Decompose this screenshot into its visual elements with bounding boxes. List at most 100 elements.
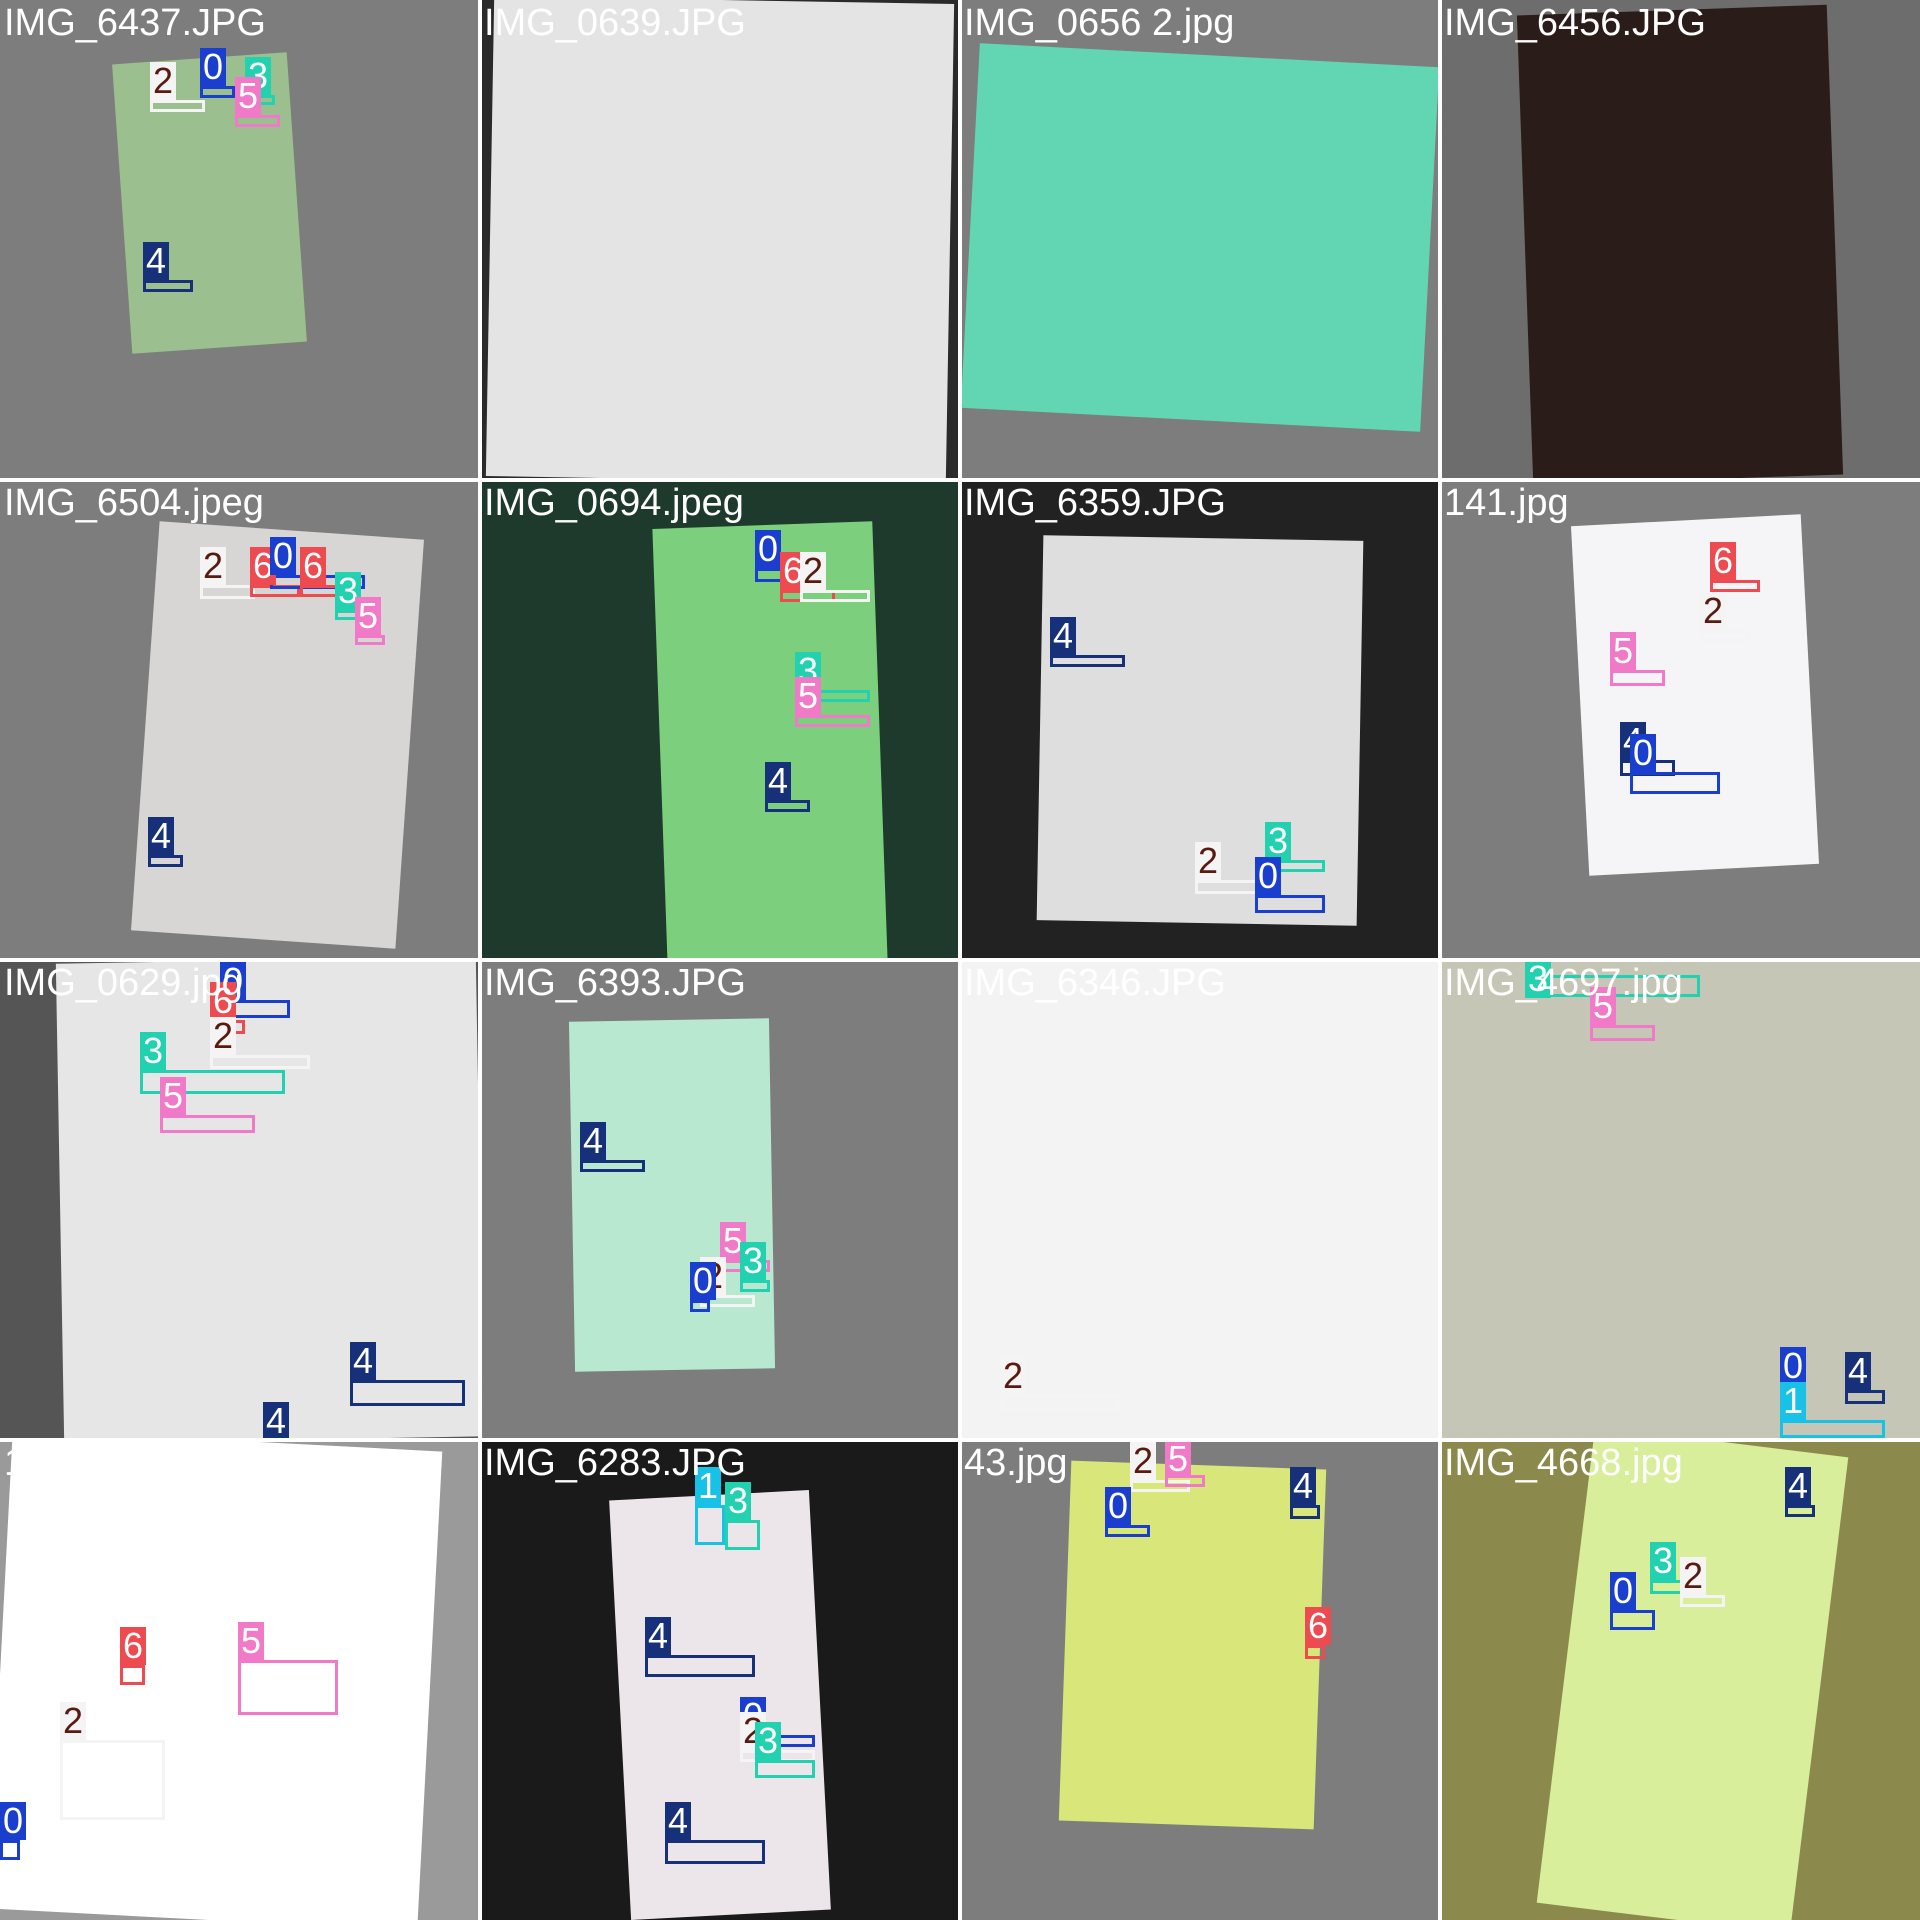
tile-15: 43.jpg 2 5 0 4 6	[960, 1440, 1440, 1920]
class-label: 6	[120, 1627, 147, 1665]
grid-divider	[1438, 0, 1442, 1920]
bbox-class-5	[795, 715, 870, 727]
tile-7: IMG_6359.JPG 4 3 2 0	[960, 480, 1440, 960]
tile-12: IMG_4697.jpg 3 5 4 0 1	[1440, 960, 1920, 1440]
class-label: 2	[1195, 842, 1222, 880]
tile-filename: IMG_4668.jpg	[1444, 1442, 1683, 1484]
class-label: 0	[1630, 734, 1657, 772]
bbox-class-0	[1610, 1610, 1655, 1630]
document-image	[960, 43, 1440, 432]
bbox-class-4	[580, 1160, 645, 1172]
tile-filename: IMG_6359.JPG	[964, 482, 1226, 524]
class-label: 4	[263, 1402, 290, 1440]
class-label: 0	[1610, 1572, 1637, 1610]
bbox-class-2	[150, 100, 205, 112]
tile-filename: IMG_6437.JPG	[4, 2, 266, 44]
bbox-class-2	[800, 590, 870, 602]
class-label: 1	[695, 1467, 722, 1505]
tile-6: IMG_0694.jpeg 0 6 2 3 5 4	[480, 480, 960, 960]
class-label: 5	[160, 1077, 187, 1115]
class-label: 4	[665, 1802, 692, 1840]
bbox-class-0	[690, 1300, 710, 1312]
bbox-class-5	[160, 1115, 255, 1133]
bbox-class-3	[725, 1520, 760, 1550]
class-label: 0	[270, 537, 297, 575]
tile-filename: IMG_6393.JPG	[484, 962, 746, 1004]
class-label: 4	[580, 1122, 607, 1160]
document-image	[1440, 960, 1920, 1440]
tile-filename: IMG_0639.JPG	[484, 2, 746, 44]
document-image	[0, 1440, 443, 1920]
tile-filename: 141.jpg	[1444, 482, 1569, 524]
bbox-class-4	[665, 1840, 765, 1864]
class-label: 5	[235, 77, 262, 115]
class-label: 5	[795, 677, 822, 715]
tile-9: IMG_0629.jpg 0 6 2 3 5 4 4	[0, 960, 480, 1440]
class-label: 5	[355, 597, 382, 635]
tile-11: IMG_6346.JPG 2	[960, 960, 1440, 1440]
bbox-class-4	[765, 800, 810, 812]
bbox-class-2	[1700, 630, 1750, 642]
class-label: 0	[200, 48, 227, 86]
tile-10: IMG_6393.JPG45320	[480, 960, 960, 1440]
class-label: 0	[755, 530, 782, 568]
tile-5: IMG_6504.jpeg 2 6 0 6 3 5 4	[0, 480, 480, 960]
document-image	[55, 960, 480, 1440]
class-label: 4	[350, 1342, 377, 1380]
bbox-class-5	[1610, 670, 1665, 686]
class-label: 6	[300, 547, 327, 585]
tile-13: 133.jpg 6 5 2 0	[0, 1440, 480, 1920]
bbox-class-6	[1305, 1645, 1325, 1659]
class-label: 5	[1610, 632, 1637, 670]
bbox-class-0	[0, 1840, 20, 1860]
tile-8: 141.jpg62540	[1440, 480, 1920, 960]
document-image	[960, 960, 1440, 1440]
tile-filename: IMG_6283.JPG	[484, 1442, 746, 1484]
class-label: 6	[1305, 1607, 1332, 1645]
bbox-class-2	[1000, 1395, 1120, 1410]
class-label: 3	[725, 1482, 752, 1520]
tile-filename: IMG_6504.jpeg	[4, 482, 264, 524]
document-image	[1058, 1460, 1327, 1830]
class-label: 6	[1710, 542, 1737, 580]
class-label: 5	[1590, 987, 1617, 1025]
class-label: 2	[800, 552, 827, 590]
tile-filename: IMG_0656 2.jpg	[964, 2, 1235, 44]
class-label: 2	[1680, 1557, 1707, 1595]
bbox-class-0	[200, 86, 235, 98]
bbox-class-3	[755, 1760, 815, 1778]
class-label: 2	[200, 547, 227, 585]
class-label: 2	[210, 1017, 237, 1055]
bbox-class-1	[1780, 1420, 1885, 1438]
bbox-class-4	[645, 1655, 755, 1677]
class-label: 3	[740, 1242, 767, 1280]
bbox-class-5	[235, 115, 280, 127]
grid-divider	[0, 1438, 1920, 1442]
bbox-class-0	[1255, 895, 1325, 913]
bbox-class-4	[148, 855, 183, 867]
bbox-class-5	[355, 635, 385, 645]
class-label: 5	[1165, 1440, 1192, 1478]
bbox-class-2	[1680, 1595, 1725, 1607]
class-label: 3	[1265, 822, 1292, 860]
document-image	[485, 0, 955, 480]
bbox-class-4	[350, 1380, 465, 1406]
grid-divider	[0, 958, 1920, 962]
bbox-class-2	[210, 1055, 310, 1069]
tile-1: IMG_6437.JPG 2 0 3 5 4	[0, 0, 480, 480]
tile-14: IMG_6283.JPG1340234	[480, 1440, 960, 1920]
class-label: 4	[1050, 617, 1077, 655]
document-image	[1570, 514, 1820, 876]
class-label: 2	[150, 62, 177, 100]
bbox-class-5	[238, 1660, 338, 1715]
class-label: 3	[755, 1722, 782, 1760]
bbox-class-0	[1105, 1525, 1150, 1537]
class-label: 1	[1780, 1382, 1807, 1420]
class-label: 0	[0, 1802, 27, 1840]
bbox-class-6	[120, 1665, 145, 1685]
tile-filename: 43.jpg	[964, 1442, 1068, 1484]
document-image	[652, 521, 888, 960]
bbox-class-2	[200, 585, 255, 599]
class-label: 2	[1000, 1357, 1027, 1395]
class-label: 6	[210, 982, 237, 1020]
